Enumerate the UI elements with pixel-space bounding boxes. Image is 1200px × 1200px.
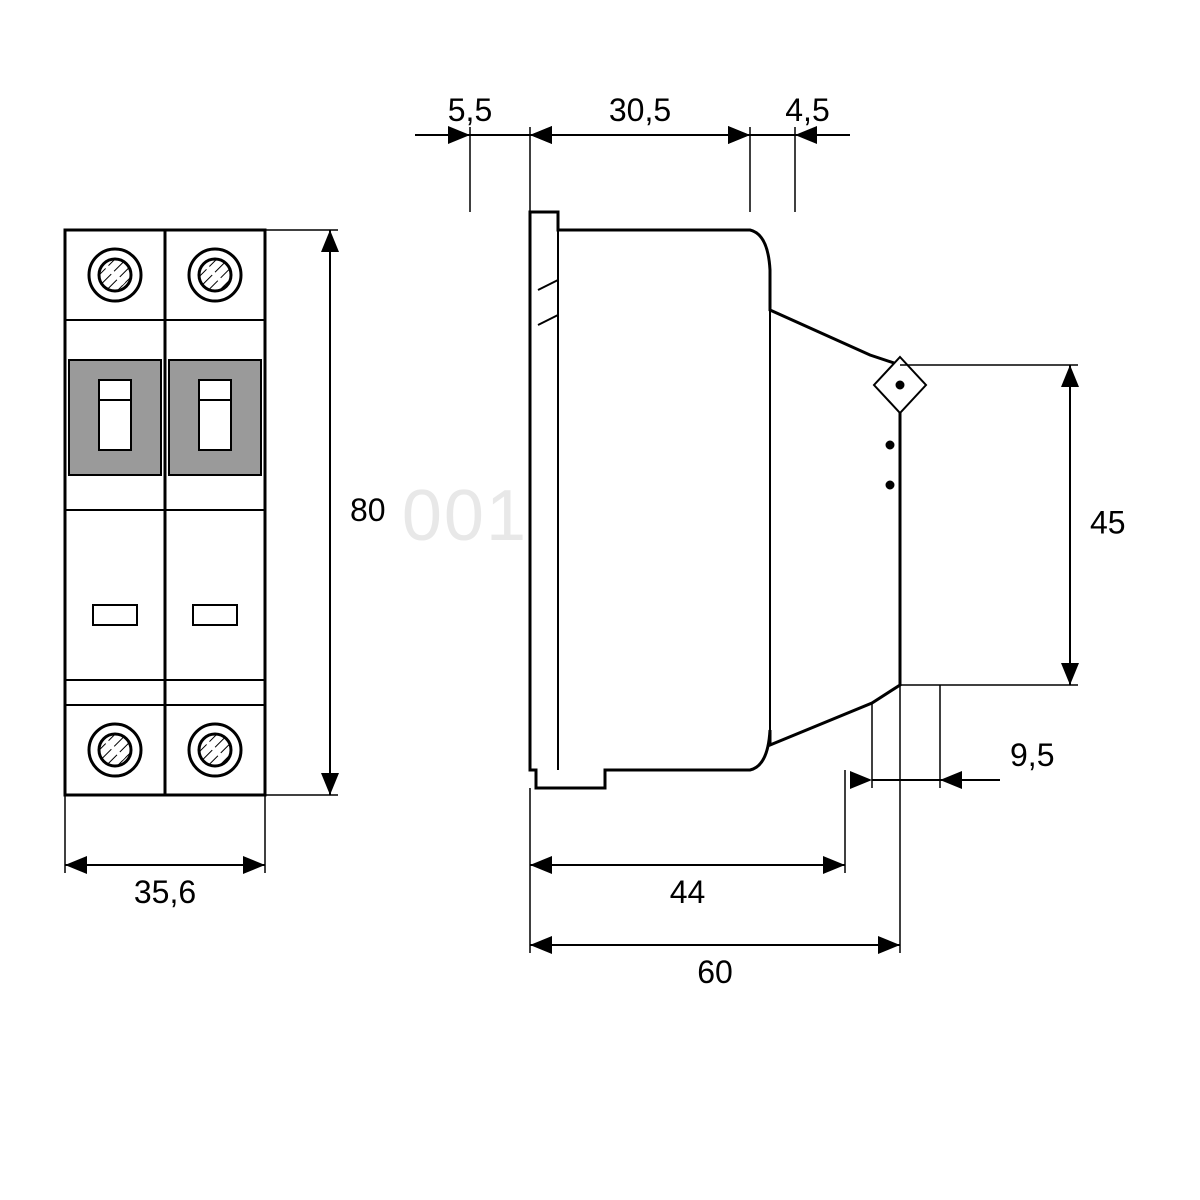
svg-text:45: 45 <box>1090 504 1126 540</box>
svg-text:5,5: 5,5 <box>448 92 492 128</box>
svg-text:30,5: 30,5 <box>609 92 671 128</box>
svg-text:80: 80 <box>350 492 386 528</box>
front-view <box>65 230 265 795</box>
svg-text:44: 44 <box>670 874 706 910</box>
svg-text:9,5: 9,5 <box>1010 737 1054 773</box>
svg-text:35,6: 35,6 <box>134 874 196 910</box>
svg-text:4,5: 4,5 <box>785 92 829 128</box>
side-view <box>530 212 926 788</box>
technical-drawing: 001.com.ua 8035,65,530,54,5459,54460 <box>0 0 1200 1200</box>
svg-text:60: 60 <box>697 954 733 990</box>
